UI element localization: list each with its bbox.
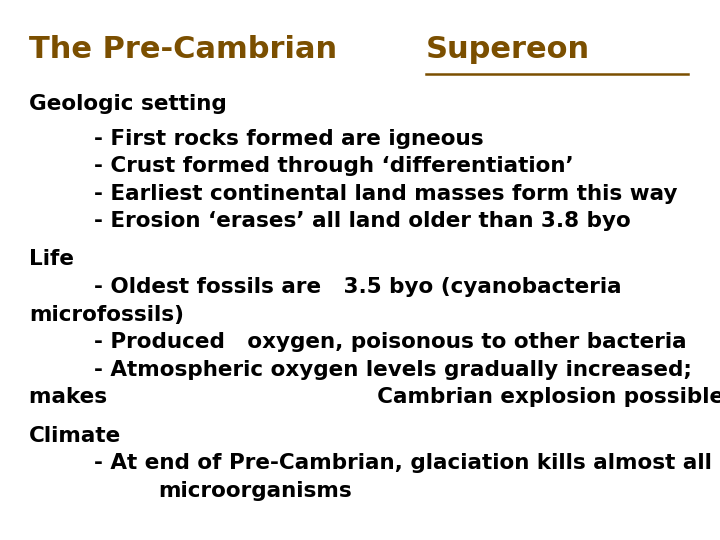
- Text: - Atmospheric oxygen levels gradually increased;: - Atmospheric oxygen levels gradually in…: [94, 360, 691, 380]
- Text: Geologic setting: Geologic setting: [29, 94, 227, 114]
- Text: Climate: Climate: [29, 426, 121, 446]
- Text: - At end of Pre-Cambrian, glaciation kills almost all: - At end of Pre-Cambrian, glaciation kil…: [94, 453, 711, 473]
- Text: - First rocks formed are igneous: - First rocks formed are igneous: [94, 129, 483, 148]
- Text: makes                                    Cambrian explosion possible: makes Cambrian explosion possible: [29, 387, 720, 407]
- Text: Supereon: Supereon: [426, 35, 590, 64]
- Text: - Oldest fossils are   3.5 byo (cyanobacteria: - Oldest fossils are 3.5 byo (cyanobacte…: [94, 277, 621, 297]
- Text: - Produced   oxygen, poisonous to other bacteria: - Produced oxygen, poisonous to other ba…: [94, 332, 686, 352]
- Text: - Erosion ‘erases’ all land older than 3.8 byo: - Erosion ‘erases’ all land older than 3…: [94, 211, 630, 231]
- Text: Life: Life: [29, 249, 73, 269]
- Text: - Earliest continental land masses form this way: - Earliest continental land masses form …: [94, 184, 677, 204]
- Text: The Pre-Cambrian: The Pre-Cambrian: [29, 35, 348, 64]
- Text: microfossils): microfossils): [29, 305, 184, 325]
- Text: - Crust formed through ‘differentiation’: - Crust formed through ‘differentiation’: [94, 156, 573, 176]
- Text: microorganisms: microorganisms: [158, 481, 352, 501]
